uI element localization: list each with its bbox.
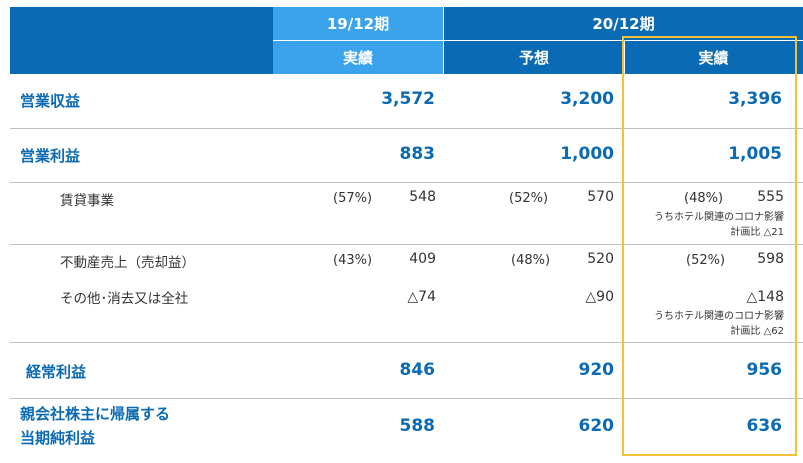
cell-ordinary-profit-actual: 956	[746, 360, 783, 380]
row-divider	[10, 128, 803, 129]
leasing-note-line1: うちホテル関連のコロナ影響	[654, 212, 784, 223]
row-label-leasing: 賃貸事業	[60, 193, 114, 209]
header-divider	[624, 41, 625, 74]
cell-ordinary-profit-prev: 846	[399, 360, 436, 380]
cell-operating-revenue-forecast: 3,200	[560, 89, 614, 109]
row-label-ordinary-profit: 経常利益	[26, 363, 87, 381]
header-year-curr: 20/12期	[444, 7, 803, 40]
row-label-net-income-line1: 親会社株主に帰属する	[20, 405, 171, 423]
cell-other-forecast: △90	[585, 289, 614, 305]
cell-leasing-actual: 555	[757, 189, 784, 205]
cell-ordinary-profit-forecast: 920	[578, 360, 615, 380]
cell-real-estate-forecast-pct: (48%)	[511, 253, 551, 268]
other-note-line2: 計画比 △62	[730, 326, 784, 337]
cell-other-prev: △74	[407, 289, 436, 305]
cell-other-actual: △148	[746, 289, 785, 305]
row-label-net-income-line2: 当期純利益	[20, 429, 96, 447]
header-forecast: 予想	[444, 41, 624, 74]
header-divider	[443, 7, 444, 74]
cell-operating-revenue-prev: 3,572	[381, 89, 435, 109]
cell-real-estate-actual: 598	[757, 251, 784, 267]
cell-operating-profit-actual: 1,005	[728, 144, 782, 164]
cell-leasing-prev: 548	[409, 189, 436, 205]
header-year-prev: 19/12期	[273, 7, 443, 40]
cell-net-income-forecast: 620	[578, 416, 615, 436]
cell-net-income-prev: 588	[399, 416, 436, 436]
header-blank-cell	[10, 7, 273, 74]
cell-real-estate-prev-pct: (43%)	[333, 253, 373, 268]
header-curr-actual: 実績	[624, 41, 803, 74]
leasing-note-line2: 計画比 △21	[730, 227, 784, 238]
other-note-line1: うちホテル関連のコロナ影響	[654, 311, 784, 322]
cell-leasing-prev-pct: (57%)	[333, 191, 373, 206]
row-divider	[10, 398, 803, 399]
row-divider	[10, 342, 803, 343]
header-prev-actual: 実績	[273, 41, 443, 74]
cell-leasing-actual-pct: (48%)	[684, 191, 724, 206]
cell-operating-profit-forecast: 1,000	[560, 144, 614, 164]
cell-net-income-actual: 636	[746, 416, 783, 436]
row-label-other: その他･消去又は全社	[60, 291, 189, 307]
row-label-operating-profit: 営業利益	[20, 147, 81, 165]
cell-real-estate-actual-pct: (52%)	[686, 253, 726, 268]
cell-operating-profit-prev: 883	[399, 144, 436, 164]
row-label-operating-revenue: 営業収益	[20, 92, 81, 110]
cell-operating-revenue-actual: 3,396	[728, 89, 782, 109]
cell-leasing-forecast-pct: (52%)	[509, 191, 549, 206]
row-divider	[10, 182, 803, 183]
actual-column-highlight	[622, 36, 797, 456]
row-divider	[10, 244, 803, 245]
row-label-real-estate-sales: 不動産売上（売却益）	[60, 255, 195, 271]
cell-real-estate-prev: 409	[409, 251, 436, 267]
cell-real-estate-forecast: 520	[587, 251, 614, 267]
cell-leasing-forecast: 570	[587, 189, 614, 205]
